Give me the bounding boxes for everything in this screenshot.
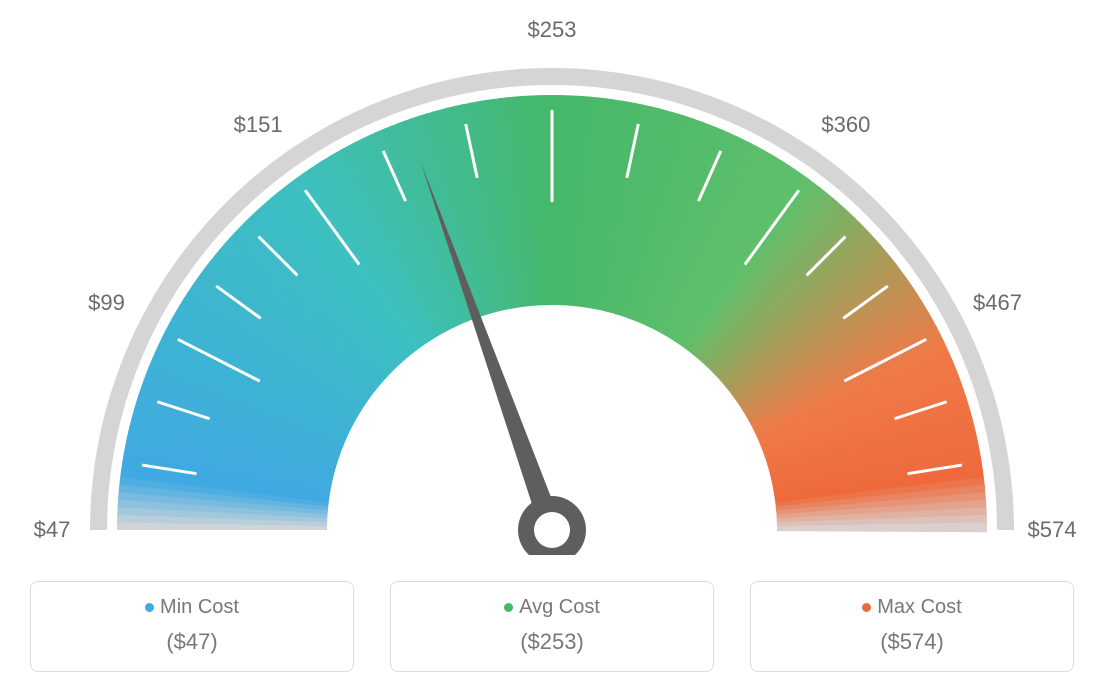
- legend-avg-dot-icon: [504, 603, 513, 612]
- gauge-tick-label: $253: [528, 17, 577, 43]
- legend-min-dot-icon: [145, 603, 154, 612]
- legend-avg: Avg Cost ($253): [390, 581, 714, 672]
- legend-max-dot-icon: [862, 603, 871, 612]
- legend-min-label: Min Cost: [160, 596, 239, 618]
- legend-max: Max Cost ($574): [750, 581, 1074, 672]
- legend-max-label: Max Cost: [877, 596, 961, 618]
- legend-row: Min Cost ($47) Avg Cost ($253) Max Cost …: [0, 581, 1104, 672]
- legend-max-title: Max Cost: [761, 596, 1063, 619]
- gauge-tick-label: $99: [88, 290, 125, 316]
- gauge-tick-label: $47: [34, 517, 71, 543]
- cost-gauge: $47 $99 $151 $253 $360 $467 $574: [0, 0, 1104, 555]
- gauge-needle-hub-hole: [534, 512, 570, 548]
- legend-min-value: ($47): [41, 629, 343, 655]
- legend-avg-value: ($253): [401, 629, 703, 655]
- gauge-tick-label: $574: [1028, 517, 1077, 543]
- legend-min: Min Cost ($47): [30, 581, 354, 672]
- legend-avg-label: Avg Cost: [519, 596, 600, 618]
- legend-max-value: ($574): [761, 629, 1063, 655]
- gauge-tick-label: $151: [234, 112, 283, 138]
- legend-min-title: Min Cost: [41, 596, 343, 619]
- gauge-tick-label: $467: [973, 290, 1022, 316]
- gauge-tick-label: $360: [821, 112, 870, 138]
- legend-avg-title: Avg Cost: [401, 596, 703, 619]
- gauge-svg: [0, 0, 1104, 555]
